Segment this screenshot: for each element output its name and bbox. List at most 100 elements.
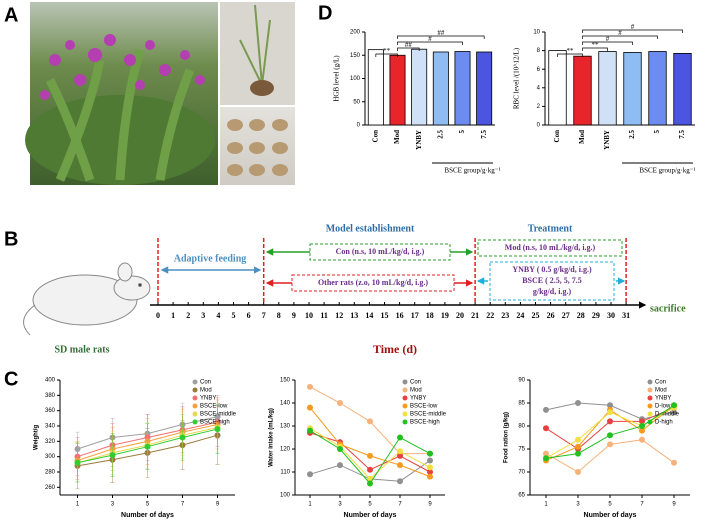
bar — [411, 48, 428, 126]
tick-label: 21 — [471, 311, 479, 320]
y-tick-label: 110 — [280, 470, 290, 476]
point — [607, 432, 613, 439]
legend-marker — [647, 403, 653, 409]
y-tick-label: 200 — [350, 30, 361, 36]
point — [575, 443, 581, 450]
y-tick-label: 8 — [537, 48, 541, 54]
phase-box — [477, 239, 623, 257]
y-tick-label: 75 — [518, 447, 525, 453]
point — [307, 471, 313, 478]
x-tick-label: Con — [371, 130, 379, 143]
sig-bracket — [397, 41, 463, 45]
tick-label: 18 — [426, 311, 434, 320]
y-tick-label: 50 — [353, 99, 360, 105]
x-tick-label: 5 — [608, 502, 612, 508]
point — [575, 400, 581, 406]
phase-text: Other rats (z.o, 10 mL/kg/d, i.g.) — [318, 278, 428, 287]
point — [607, 402, 613, 409]
y-axis-title: HGB level (g/L) — [333, 55, 341, 102]
group-label: BSCE group/g·kg⁻¹ — [639, 167, 695, 175]
x-tick-label: 1 — [544, 502, 548, 508]
x-tick-label: Mod — [578, 130, 586, 144]
bar — [623, 52, 642, 126]
phase-text: g/kg/d, i.g.) — [533, 287, 572, 296]
x-tick-label: 5 — [458, 130, 466, 134]
point — [427, 473, 433, 480]
tick-label: 26 — [547, 311, 555, 320]
y-tick-label: 10 — [533, 30, 540, 36]
legend-marker — [647, 379, 653, 385]
point — [607, 409, 613, 416]
tick-label: 22 — [486, 311, 494, 320]
point — [144, 443, 151, 450]
legend-marker — [192, 379, 198, 385]
y-tick-label: 2 — [537, 104, 541, 110]
point — [543, 455, 549, 462]
point — [639, 436, 645, 443]
tick-label: 19 — [441, 311, 449, 320]
x-tick-label: Con — [553, 130, 561, 143]
legend-marker — [647, 395, 653, 401]
legend-label: BSCE-low — [200, 404, 228, 410]
y-tick-label: 130 — [280, 424, 291, 430]
y-tick-label: 140 — [280, 401, 291, 407]
tick-label: 11 — [320, 311, 328, 320]
legend-marker — [647, 419, 653, 425]
point — [307, 427, 313, 434]
photo-root — [220, 2, 295, 105]
panel-label: A — [4, 4, 18, 26]
point — [575, 450, 581, 457]
x-tick-label: 2.5 — [628, 130, 636, 139]
y-tick-label: 400 — [45, 378, 56, 384]
y-tick-label: 90 — [518, 378, 525, 384]
tick-label: 10 — [305, 311, 313, 320]
phase-title: Treatment — [528, 223, 573, 234]
tick-label: 3 — [201, 311, 205, 320]
end-label: sacrifice — [650, 303, 686, 314]
y-tick-label: 80 — [518, 424, 525, 430]
legend-label: Mod — [655, 388, 667, 394]
bar — [432, 51, 449, 126]
point — [639, 427, 645, 434]
sig-bracket — [397, 35, 485, 39]
x-tick-label: 2.5 — [436, 130, 444, 139]
x-tick-label: Mod — [393, 130, 401, 144]
tick-label: 24 — [516, 311, 524, 320]
y-tick-label: 70 — [518, 470, 525, 476]
sig-bracket — [397, 47, 420, 51]
sig-bracket — [557, 53, 583, 57]
legend-marker — [402, 403, 408, 409]
tick-label: 27 — [562, 311, 570, 320]
y-axis-title: Water intake (mL/kg) — [269, 408, 275, 467]
point — [543, 425, 549, 432]
tick-label: 23 — [501, 311, 509, 320]
legend-marker — [192, 411, 198, 417]
bar — [648, 51, 667, 126]
tick-label: 25 — [532, 311, 540, 320]
point — [337, 462, 343, 469]
panel-label: B — [4, 228, 18, 250]
y-tick-label: 280 — [45, 470, 56, 476]
legend-label: Con — [655, 380, 666, 386]
legend-marker — [647, 387, 653, 393]
sig-bracket — [582, 41, 633, 45]
subject-label: SD male rats — [55, 344, 110, 355]
x-tick-label: 3 — [576, 502, 580, 508]
sig-label: # — [631, 23, 635, 31]
legend-label: BSCE-middle — [200, 412, 237, 418]
point — [307, 404, 313, 411]
x-tick-label: 9 — [672, 502, 676, 508]
point — [337, 446, 343, 452]
y-tick-label: 320 — [45, 439, 56, 445]
tick-label: 9 — [292, 311, 296, 320]
legend-label: D-high — [655, 420, 673, 426]
point — [397, 452, 403, 459]
point — [543, 406, 549, 413]
legend-marker — [647, 411, 653, 417]
tick-label: 4 — [216, 311, 220, 320]
x-axis-title: Number of days — [121, 512, 174, 519]
tick-label: 20 — [456, 311, 464, 320]
y-tick-label: 100 — [280, 493, 291, 499]
tick-label: 1 — [171, 311, 175, 320]
phase-title: Adaptive feeding — [174, 253, 247, 264]
